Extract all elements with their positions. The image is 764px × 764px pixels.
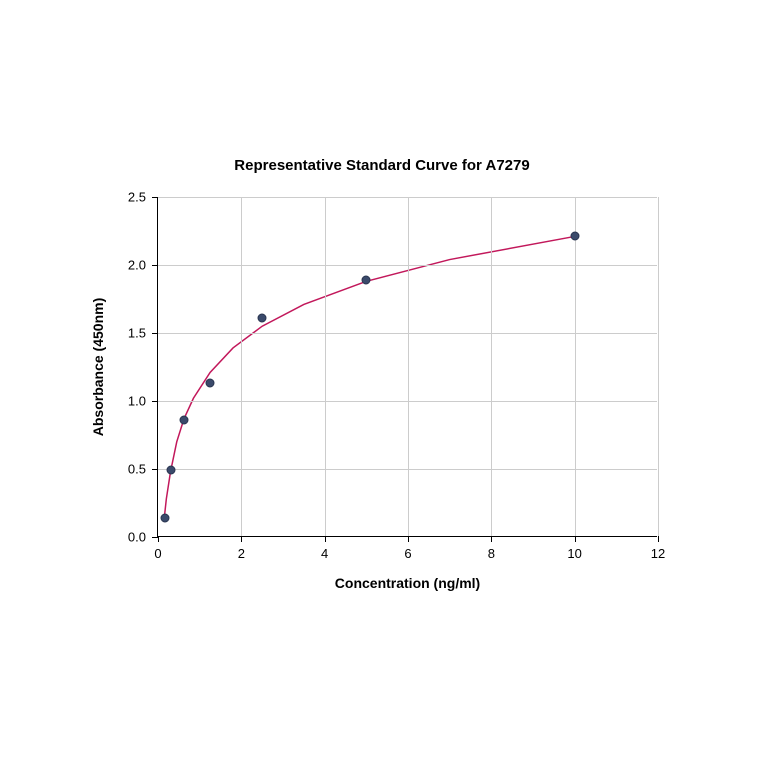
y-tick-label: 2.5	[128, 190, 146, 205]
data-point	[160, 513, 169, 522]
y-tick	[152, 537, 158, 538]
plot-area: Concentration (ng/ml) Absorbance (450nm)…	[157, 197, 657, 537]
grid-line-horizontal	[158, 265, 657, 266]
x-tick	[575, 536, 576, 542]
y-tick-label: 1.0	[128, 394, 146, 409]
x-tick	[491, 536, 492, 542]
y-tick	[152, 197, 158, 198]
y-tick-label: 0.0	[128, 530, 146, 545]
x-tick-label: 10	[567, 546, 581, 561]
x-tick-label: 2	[238, 546, 245, 561]
x-tick	[241, 536, 242, 542]
grid-line-vertical	[325, 197, 326, 536]
grid-line-vertical	[241, 197, 242, 536]
grid-line-vertical	[408, 197, 409, 536]
x-tick-label: 6	[404, 546, 411, 561]
x-tick	[325, 536, 326, 542]
x-tick-label: 12	[651, 546, 665, 561]
grid-line-horizontal	[158, 197, 657, 198]
x-tick-label: 8	[488, 546, 495, 561]
data-point	[167, 466, 176, 475]
chart-title: Representative Standard Curve for A7279	[82, 157, 682, 174]
data-point	[206, 379, 215, 388]
x-tick-label: 0	[154, 546, 161, 561]
y-tick-label: 1.5	[128, 326, 146, 341]
x-tick	[408, 536, 409, 542]
grid-line-vertical	[491, 197, 492, 536]
y-tick	[152, 469, 158, 470]
x-tick	[158, 536, 159, 542]
x-tick	[658, 536, 659, 542]
grid-line-horizontal	[158, 333, 657, 334]
grid-line-vertical	[575, 197, 576, 536]
chart-container: Representative Standard Curve for A7279 …	[82, 162, 682, 602]
y-tick	[152, 333, 158, 334]
x-tick-label: 4	[321, 546, 328, 561]
grid-line-vertical	[658, 197, 659, 536]
y-tick	[152, 265, 158, 266]
grid-line-horizontal	[158, 401, 657, 402]
x-axis-label: Concentration (ng/ml)	[158, 575, 657, 591]
data-point	[180, 416, 189, 425]
data-point	[570, 232, 579, 241]
y-axis-label: Absorbance (450nm)	[90, 297, 106, 435]
grid-line-horizontal	[158, 469, 657, 470]
y-tick-label: 2.0	[128, 258, 146, 273]
y-tick	[152, 401, 158, 402]
y-tick-label: 0.5	[128, 462, 146, 477]
data-point	[362, 275, 371, 284]
data-point	[258, 314, 267, 323]
